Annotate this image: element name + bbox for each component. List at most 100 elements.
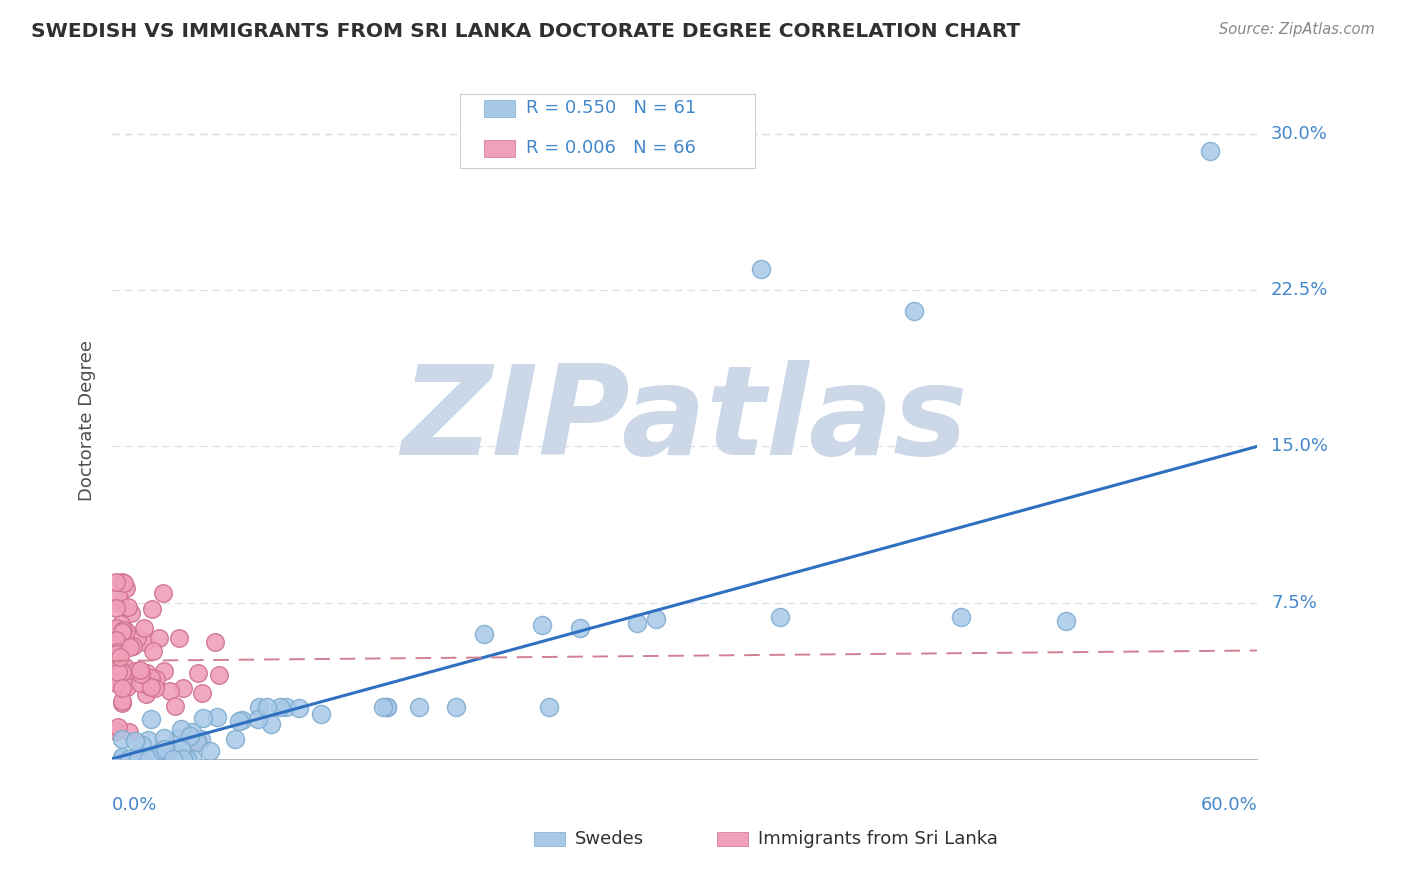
Point xyxy=(117,680,139,694)
Point xyxy=(120,606,142,620)
Text: SWEDISH VS IMMIGRANTS FROM SRI LANKA DOCTORATE DEGREE CORRELATION CHART: SWEDISH VS IMMIGRANTS FROM SRI LANKA DOC… xyxy=(31,22,1021,41)
Point xyxy=(105,668,128,682)
Text: Immigrants from Sri Lanka: Immigrants from Sri Lanka xyxy=(758,830,998,847)
Point xyxy=(105,628,128,642)
Point xyxy=(111,750,134,764)
Point xyxy=(626,616,648,631)
Point xyxy=(128,676,150,690)
Point xyxy=(156,744,179,758)
Point xyxy=(114,581,136,595)
Point xyxy=(645,612,668,626)
Point xyxy=(143,681,166,695)
Point xyxy=(141,680,163,694)
Point xyxy=(105,621,128,635)
Point xyxy=(117,724,139,739)
Point xyxy=(105,647,128,661)
Point xyxy=(375,699,398,714)
Point xyxy=(145,672,167,686)
Point xyxy=(231,713,253,727)
Point xyxy=(172,752,194,766)
Point xyxy=(111,624,134,639)
Point xyxy=(187,665,209,680)
Point xyxy=(172,681,194,695)
Text: R = 0.550   N = 61: R = 0.550 N = 61 xyxy=(526,100,696,118)
Point xyxy=(105,654,128,668)
Point xyxy=(190,686,212,700)
Point xyxy=(125,631,148,645)
Point xyxy=(138,752,160,766)
Point xyxy=(186,734,208,748)
Point xyxy=(129,667,152,681)
Point xyxy=(274,699,297,714)
Text: 30.0%: 30.0% xyxy=(1271,125,1327,143)
Point xyxy=(145,748,167,763)
Point xyxy=(114,624,136,639)
Point xyxy=(105,676,128,690)
Point xyxy=(114,659,136,673)
Point xyxy=(115,670,138,684)
Point xyxy=(110,617,132,632)
Point xyxy=(127,752,149,766)
Text: 15.0%: 15.0% xyxy=(1271,437,1329,456)
Point xyxy=(131,738,153,752)
Point xyxy=(111,752,134,766)
Point xyxy=(132,621,155,635)
Text: 22.5%: 22.5% xyxy=(1271,281,1329,299)
Point xyxy=(187,733,209,747)
Point xyxy=(124,734,146,748)
Point xyxy=(568,621,591,635)
Point xyxy=(309,706,332,721)
Point xyxy=(207,710,229,724)
Point xyxy=(1054,615,1077,629)
Point xyxy=(111,731,134,746)
Point xyxy=(198,744,221,758)
Point xyxy=(162,752,184,766)
Point xyxy=(136,732,159,747)
Point xyxy=(150,743,173,757)
Point xyxy=(269,699,291,714)
Point xyxy=(538,699,561,714)
Point xyxy=(141,671,163,685)
Point xyxy=(148,632,170,646)
Point xyxy=(108,649,131,664)
Point xyxy=(107,720,129,734)
Point xyxy=(208,668,231,682)
Point xyxy=(167,631,190,645)
Point xyxy=(152,586,174,600)
Point xyxy=(117,599,139,614)
Text: 60.0%: 60.0% xyxy=(1201,796,1257,814)
Point xyxy=(141,712,163,726)
Point xyxy=(173,750,195,764)
Point xyxy=(108,596,131,610)
Point xyxy=(111,665,134,679)
Point xyxy=(256,699,278,714)
Point xyxy=(530,618,553,632)
Point xyxy=(373,699,395,714)
Point xyxy=(1198,144,1220,158)
Point xyxy=(117,638,139,652)
Text: Swedes: Swedes xyxy=(575,830,644,847)
Point xyxy=(111,752,134,766)
Point xyxy=(287,700,309,714)
Point xyxy=(155,752,177,766)
Point xyxy=(122,639,145,653)
Point xyxy=(124,664,146,678)
Point xyxy=(107,665,129,679)
Point xyxy=(120,640,142,654)
Point xyxy=(138,679,160,693)
Point xyxy=(105,645,128,659)
Y-axis label: Doctorate Degree: Doctorate Degree xyxy=(79,340,96,500)
Point xyxy=(167,731,190,746)
Point xyxy=(950,610,973,624)
Point xyxy=(110,681,132,695)
Point xyxy=(260,717,283,731)
Point xyxy=(112,576,135,591)
Point xyxy=(128,752,150,766)
Point xyxy=(474,627,496,641)
Point xyxy=(105,574,128,589)
Point xyxy=(105,634,128,648)
Point xyxy=(204,635,226,649)
Point xyxy=(141,602,163,616)
Point xyxy=(249,699,271,714)
Point xyxy=(105,601,128,615)
